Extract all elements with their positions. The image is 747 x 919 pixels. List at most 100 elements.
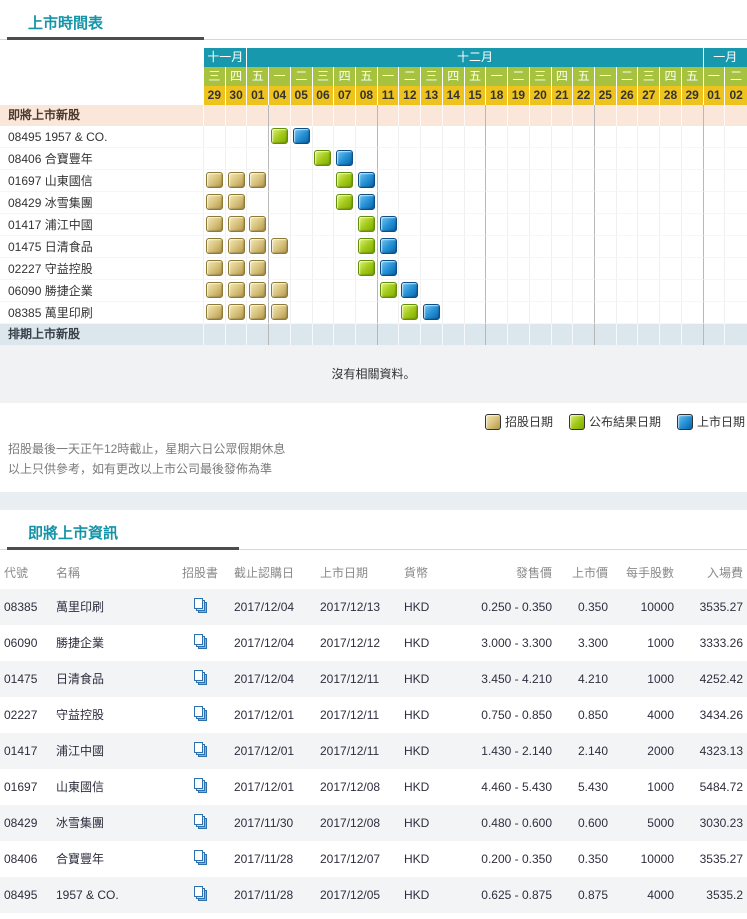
chart-grid-cell	[225, 170, 248, 192]
stock-label: 08385 萬里印刷	[0, 302, 204, 324]
date-cell: 04	[269, 86, 291, 105]
chart-grid-cell	[225, 236, 248, 258]
prospectus-cell	[170, 625, 230, 661]
chart-grid-cell	[421, 302, 443, 324]
code-cell: 08429	[4, 815, 38, 830]
chart-rows: 08495 1957 & CO. 08406 合寶豐年 01697 山東國信 0842…	[0, 126, 747, 324]
chart-row: 01697 山東國信	[0, 170, 747, 192]
table-row: 01697 山東國信 2017/12/01 2017/12/08 HKD 4.460 -…	[0, 769, 747, 805]
code-cell: 01417	[4, 743, 38, 758]
chart-grid-cell	[529, 214, 552, 236]
legend-label: 公布結果日期	[588, 415, 661, 429]
band-grid-cell	[660, 324, 682, 345]
subscription-block	[249, 260, 267, 276]
date-cell: 21	[551, 86, 574, 105]
chart-grid-cell	[638, 170, 661, 192]
offer-price-cell: 1.430 - 2.140	[481, 743, 552, 758]
lot-size-cell: 1000	[647, 779, 674, 794]
chart-grid-cell	[660, 280, 682, 302]
prospectus-cell	[170, 769, 230, 805]
stock-label: 02227 守益控股	[0, 258, 204, 280]
chart-grid-cell	[660, 236, 682, 258]
weekday-cell: 一	[703, 67, 726, 86]
weekday-cell: 三	[204, 67, 226, 86]
prospectus-icon[interactable]	[192, 633, 209, 650]
chart-grid-cell	[356, 192, 378, 214]
prospectus-icon[interactable]	[192, 813, 209, 830]
chart-grid-cell	[508, 280, 530, 302]
name-cell: 勝捷企業	[56, 636, 105, 651]
chart-grid-cell	[529, 148, 552, 170]
chart-row: 06090 勝捷企業	[0, 280, 747, 302]
chart-grid-cell	[225, 148, 248, 170]
prospectus-icon[interactable]	[192, 741, 209, 758]
legend-label: 招股日期	[504, 415, 553, 429]
band-grid-cell	[247, 105, 270, 126]
prospectus-icon[interactable]	[192, 849, 209, 866]
prospectus-cell	[170, 661, 230, 697]
chart-grid-cell	[290, 236, 313, 258]
chart-grid-cell	[725, 148, 747, 170]
chart-grid-cell	[725, 236, 747, 258]
band-grid-cell	[725, 105, 747, 126]
chart-grid-cell	[312, 258, 335, 280]
band-grid-cell	[443, 324, 465, 345]
band-grid-cell	[552, 105, 574, 126]
listing-price-cell: 0.875	[577, 887, 608, 902]
chart-grid-cell	[421, 148, 443, 170]
prospectus-icon[interactable]	[192, 705, 209, 722]
chart-grid-cell	[399, 258, 422, 280]
lot-size-cell: 10000	[640, 851, 674, 866]
currency-cell: HKD	[404, 887, 430, 902]
table-row: 08385 萬里印刷 2017/12/04 2017/12/13 HKD 0.250 -…	[0, 588, 747, 625]
band-grid-cell	[334, 105, 357, 126]
date-cell: 22	[573, 86, 595, 105]
result-block	[271, 128, 289, 144]
chart-grid-cell	[616, 302, 639, 324]
chart-grid-cell	[225, 258, 248, 280]
date-cell: 07	[334, 86, 357, 105]
chart-grid-cell	[594, 170, 617, 192]
listing-block	[379, 260, 397, 276]
prospectus-icon[interactable]	[192, 885, 209, 902]
title-underline	[0, 37, 747, 40]
chart-grid-cell	[312, 170, 335, 192]
chart-grid-cell	[247, 192, 270, 214]
entry-fee-cell: 4323.13	[699, 743, 743, 758]
close-date-cell: 2017/12/01	[234, 707, 295, 722]
chart-grid-cell	[421, 236, 443, 258]
chart-grid-cell	[638, 280, 661, 302]
table-row: 01417 浦江中國 2017/12/01 2017/12/11 HKD 1.430 -…	[0, 732, 747, 769]
chart-grid-cell	[660, 302, 682, 324]
chart-grid-cell	[725, 302, 747, 324]
chart-grid-cell	[442, 302, 465, 324]
band-grid-cell	[204, 105, 226, 126]
chart-grid-cell	[442, 148, 465, 170]
offer-price-cell: 0.250 - 0.350	[481, 599, 552, 614]
table-row: 08429 冰雪集團 2017/11/30 2017/12/08 HKD 0.480 -…	[0, 804, 747, 841]
prospectus-icon[interactable]	[192, 669, 209, 686]
listing-date-cell: 2017/12/12	[320, 635, 381, 650]
chart-grid-cell	[225, 126, 248, 148]
legend-item: 公布結果日期	[568, 413, 661, 430]
band-grid-cell	[530, 105, 552, 126]
chart-grid-cell	[334, 302, 357, 324]
band-grid-cell	[378, 105, 400, 126]
band-grid-cell	[247, 324, 270, 345]
chart-grid-cell	[573, 214, 595, 236]
listing-date-cell: 2017/12/05	[320, 887, 381, 902]
chart-grid-cell	[594, 280, 617, 302]
band-grid-cell	[443, 105, 465, 126]
entry-fee-cell: 5484.72	[699, 779, 743, 794]
chart-grid-cell	[464, 258, 487, 280]
band-grid-cell	[638, 105, 661, 126]
chart-grid-cell	[269, 148, 291, 170]
band-grid-cell	[421, 105, 443, 126]
currency-cell: HKD	[404, 851, 430, 866]
calendar-corner-spacer	[0, 67, 204, 86]
chart-grid-cell	[247, 236, 270, 258]
chart-grid-cell	[356, 214, 378, 236]
prospectus-icon[interactable]	[192, 597, 209, 614]
prospectus-icon[interactable]	[192, 777, 209, 794]
chart-grid-cell	[486, 126, 509, 148]
